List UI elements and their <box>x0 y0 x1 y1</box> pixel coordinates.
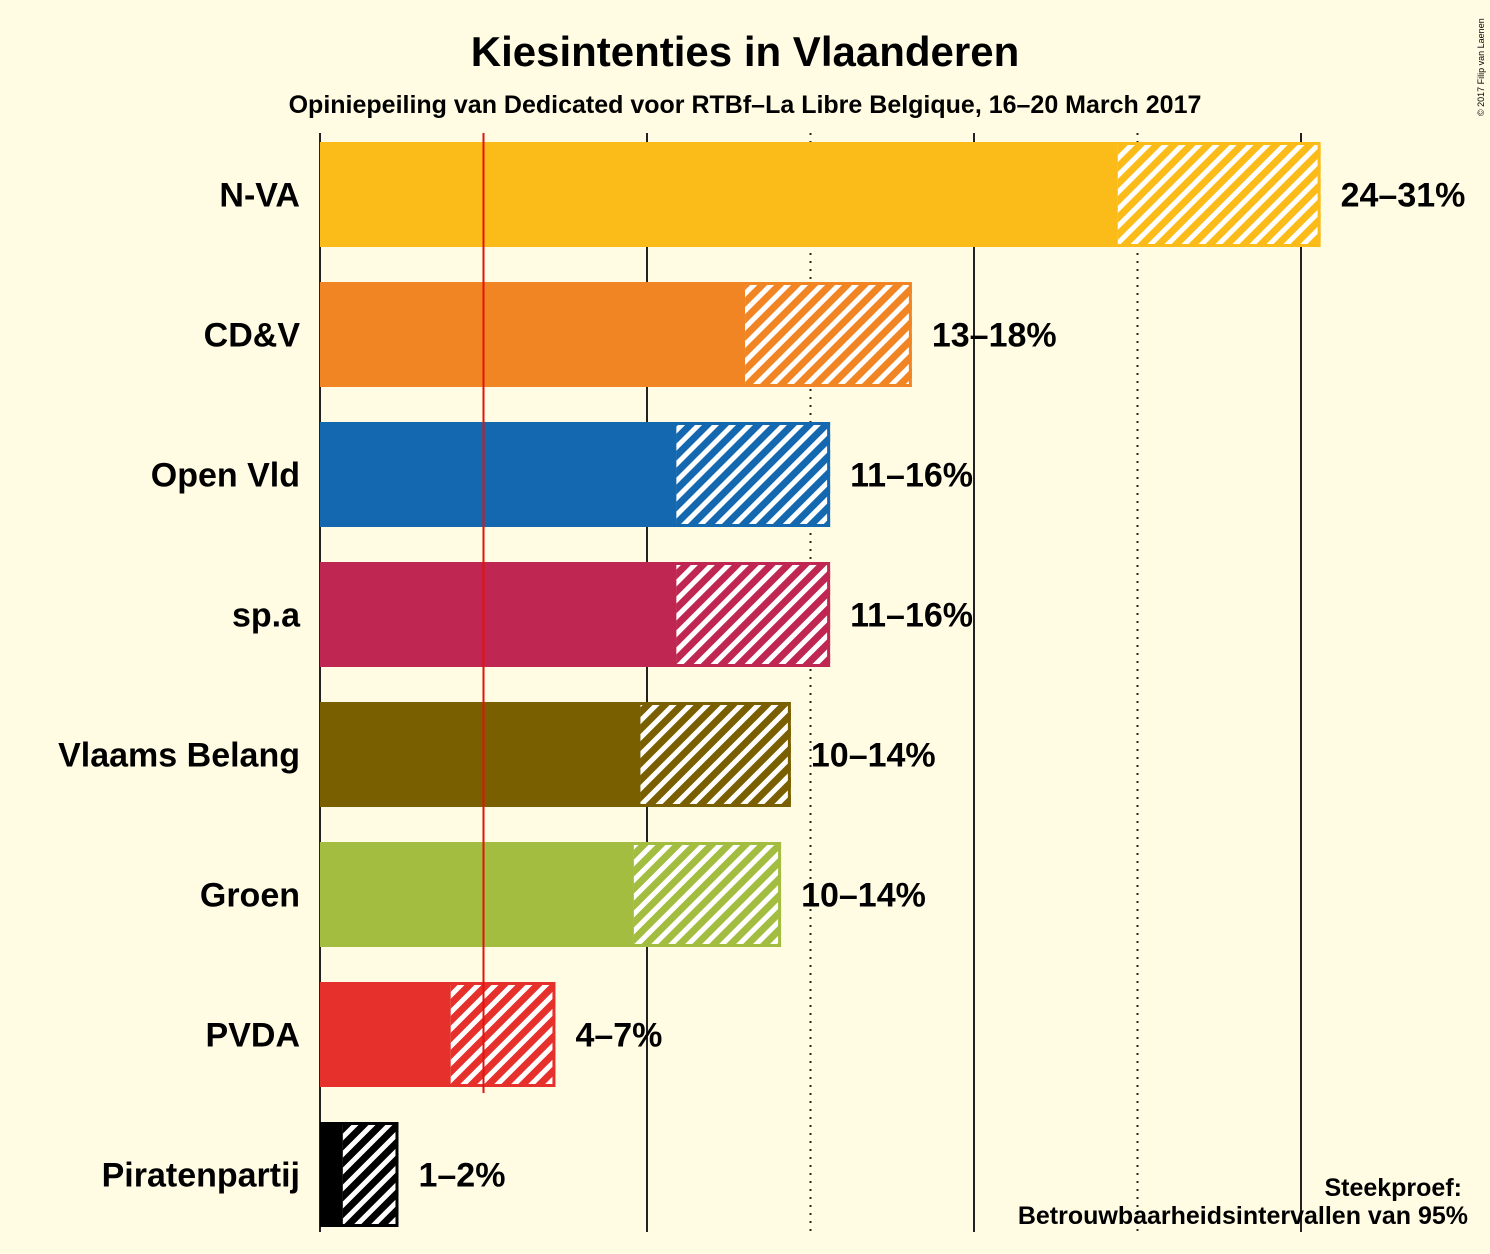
party-label-7: Piratenpartij <box>102 1157 300 1195</box>
bar-interval-7 <box>342 1122 399 1227</box>
bar-solid-6 <box>320 982 451 1087</box>
range-label-6: 4–7% <box>575 1017 662 1055</box>
bar-outline-5 <box>320 842 782 947</box>
range-label-5: 10–14% <box>801 877 926 915</box>
bar-outline-7 <box>320 1122 399 1227</box>
bars <box>320 142 1321 1227</box>
range-label-4: 10–14% <box>811 737 936 775</box>
legend-line-2: Betrouwbaarheidsintervallen van 95% <box>1018 1202 1468 1230</box>
range-label-7: 1–2% <box>418 1157 505 1195</box>
bar-group-5 <box>320 842 782 947</box>
chart-subtitle: Opiniepeiling van Dedicated voor RTBf–La… <box>289 91 1202 119</box>
bar-outline-6 <box>320 982 556 1087</box>
party-label-6: PVDA <box>206 1017 300 1055</box>
party-label-4: Vlaams Belang <box>58 737 300 775</box>
bar-interval-6 <box>450 982 556 1087</box>
bar-group-2 <box>320 422 831 527</box>
party-label-3: sp.a <box>232 597 301 635</box>
bar-solid-1 <box>320 282 746 387</box>
bar-interval-5 <box>633 842 782 947</box>
bar-interval-0 <box>1117 142 1321 247</box>
party-label-2: Open Vld <box>151 457 300 495</box>
bar-outline-3 <box>320 562 831 667</box>
legend-line-1: Steekproef: <box>1324 1174 1462 1202</box>
bar-solid-4 <box>320 702 641 807</box>
bar-group-4 <box>320 702 791 807</box>
bar-group-3 <box>320 562 831 667</box>
bar-interval-1 <box>745 282 912 387</box>
bar-outline-0 <box>320 142 1321 247</box>
bar-group-0 <box>320 142 1321 247</box>
range-label-0: 24–31% <box>1341 177 1466 215</box>
bar-solid-7 <box>320 1122 343 1227</box>
credit-text: © 2017 Filip van Laenen <box>1476 18 1486 116</box>
range-label-1: 13–18% <box>932 317 1057 355</box>
bar-solid-3 <box>320 562 677 667</box>
range-label-2: 11–16% <box>850 457 973 495</box>
bar-interval-4 <box>640 702 791 807</box>
bar-solid-5 <box>320 842 634 947</box>
bar-outline-2 <box>320 422 831 527</box>
bar-group-6 <box>320 982 556 1087</box>
party-label-1: CD&V <box>204 317 301 355</box>
bar-solid-0 <box>320 142 1118 247</box>
bar-outline-1 <box>320 282 912 387</box>
party-label-5: Groen <box>200 877 300 915</box>
bar-interval-3 <box>676 562 831 667</box>
bar-group-1 <box>320 282 912 387</box>
labels: N-VA 24–31% CD&V 13–18% Open Vld 11–16% sp.a 11… <box>58 177 1465 1195</box>
chart-title: Kiesintenties in Vlaanderen <box>471 28 1020 75</box>
bar-solid-2 <box>320 422 677 527</box>
bar-interval-2 <box>676 422 831 527</box>
bar-group-7 <box>320 1122 399 1227</box>
party-label-0: N-VA <box>219 177 300 215</box>
range-label-3: 11–16% <box>850 597 973 635</box>
bar-outline-4 <box>320 702 791 807</box>
